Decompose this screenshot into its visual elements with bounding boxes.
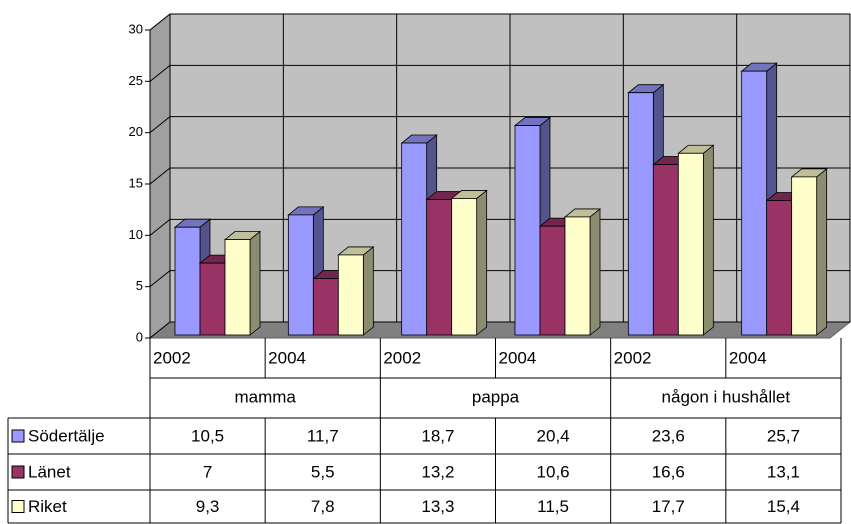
bar bbox=[564, 216, 591, 336]
bar bbox=[337, 254, 364, 336]
bar bbox=[224, 239, 251, 336]
data-label: 15,4 bbox=[767, 497, 800, 516]
bar-side bbox=[589, 208, 601, 336]
data-label: 7 bbox=[203, 462, 212, 481]
legend-label: Södertälje bbox=[28, 426, 105, 445]
grid-line bbox=[149, 218, 171, 236]
bar bbox=[627, 92, 654, 336]
data-label: 13,2 bbox=[421, 462, 454, 481]
bar bbox=[312, 278, 339, 336]
bar bbox=[174, 226, 201, 336]
data-label: 20,4 bbox=[537, 426, 570, 445]
bar bbox=[287, 214, 314, 336]
x-tick-label: 2002 bbox=[153, 348, 191, 367]
group-label: pappa bbox=[472, 387, 520, 406]
y-tick-label: 30 bbox=[129, 21, 143, 36]
y-tick-label: 5 bbox=[136, 278, 143, 293]
data-label: 10,5 bbox=[191, 426, 224, 445]
data-label: 13,1 bbox=[767, 462, 800, 481]
bar bbox=[426, 199, 453, 336]
legend-swatch bbox=[11, 465, 25, 479]
legend-label: Riket bbox=[28, 497, 67, 516]
data-label: 11,7 bbox=[307, 426, 339, 445]
data-label: 11,5 bbox=[537, 497, 569, 516]
data-label: 23,6 bbox=[652, 426, 685, 445]
y-tick-label: 20 bbox=[129, 124, 143, 139]
group-label: mamma bbox=[234, 387, 296, 406]
data-label: 25,7 bbox=[767, 426, 800, 445]
bar bbox=[401, 142, 428, 336]
bar bbox=[766, 200, 793, 336]
data-label: 7,8 bbox=[311, 497, 335, 516]
grid-line bbox=[149, 321, 171, 339]
x-tick-label: 2002 bbox=[383, 348, 421, 367]
legend-swatch bbox=[11, 429, 25, 443]
bar bbox=[451, 198, 478, 336]
bar bbox=[791, 176, 818, 336]
legend-label: Länet bbox=[28, 462, 71, 481]
data-label: 13,3 bbox=[421, 497, 454, 516]
grid-line bbox=[149, 116, 171, 134]
y-tick-label: 0 bbox=[136, 329, 143, 344]
x-tick-label: 2002 bbox=[614, 348, 652, 367]
bar bbox=[539, 225, 566, 336]
x-tick-label: 2004 bbox=[268, 348, 306, 367]
bar-side bbox=[702, 144, 714, 336]
bar-side bbox=[816, 168, 828, 336]
grid-line bbox=[149, 167, 171, 185]
bar bbox=[199, 262, 226, 336]
data-label: 16,6 bbox=[652, 462, 685, 481]
x-tick-label: 2004 bbox=[729, 348, 767, 367]
bar-side bbox=[249, 230, 261, 336]
data-label: 5,5 bbox=[311, 462, 335, 481]
grid-line bbox=[149, 64, 171, 82]
bar bbox=[677, 152, 704, 336]
bar bbox=[741, 70, 768, 336]
y-tick-label: 10 bbox=[129, 227, 143, 242]
x-tick-label: 2004 bbox=[499, 348, 537, 367]
legend-swatch bbox=[11, 500, 25, 513]
group-label: någon i hushållet bbox=[662, 387, 791, 406]
grid-line bbox=[149, 13, 171, 31]
data-label: 10,6 bbox=[537, 462, 570, 481]
data-label: 9,3 bbox=[196, 497, 220, 516]
bar bbox=[652, 164, 679, 336]
data-label: 17,7 bbox=[652, 497, 685, 516]
y-tick-label: 15 bbox=[129, 175, 143, 190]
bar bbox=[514, 125, 541, 336]
grid-line bbox=[149, 270, 171, 288]
y-tick-label: 25 bbox=[129, 73, 143, 88]
bar-side bbox=[362, 246, 374, 336]
data-label: 18,7 bbox=[421, 426, 454, 445]
bar-side bbox=[476, 189, 488, 336]
